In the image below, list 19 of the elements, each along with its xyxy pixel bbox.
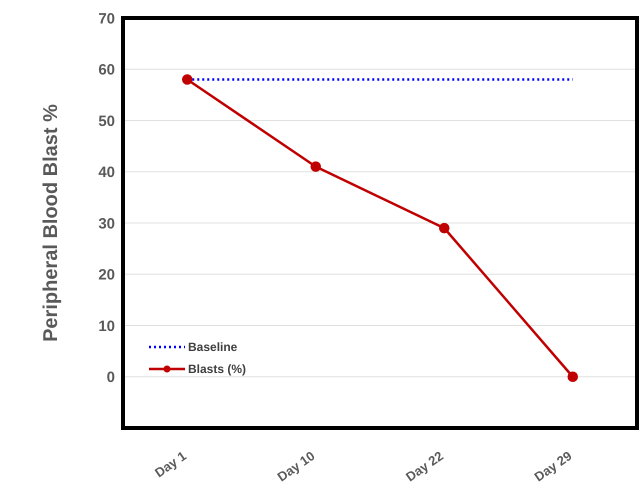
y-tick-label: 30 (98, 215, 115, 232)
x-tick-label: Day 29 (532, 448, 574, 485)
point (310, 161, 321, 172)
y-tick-label: 0 (106, 369, 115, 386)
point (439, 222, 450, 234)
point (568, 372, 578, 382)
y-tick-label: 60 (98, 62, 115, 79)
legend-label: Baseline (188, 340, 238, 354)
x-tick-label: Day 22 (403, 448, 446, 485)
legend-label: Blasts (%) (188, 362, 246, 376)
y-tick-label: 20 (98, 266, 115, 284)
x-tick-label: Day 1 (152, 448, 189, 480)
y-tick-label: 50 (98, 112, 115, 130)
y-tick-label: 70 (98, 10, 115, 28)
x-tick-label: Day 10 (274, 448, 318, 485)
y-axis-title: Peripheral Blood Blast % (40, 104, 62, 342)
point (182, 74, 192, 85)
y-tick-label: 40 (98, 164, 115, 182)
y-tick-label: 10 (98, 318, 115, 335)
